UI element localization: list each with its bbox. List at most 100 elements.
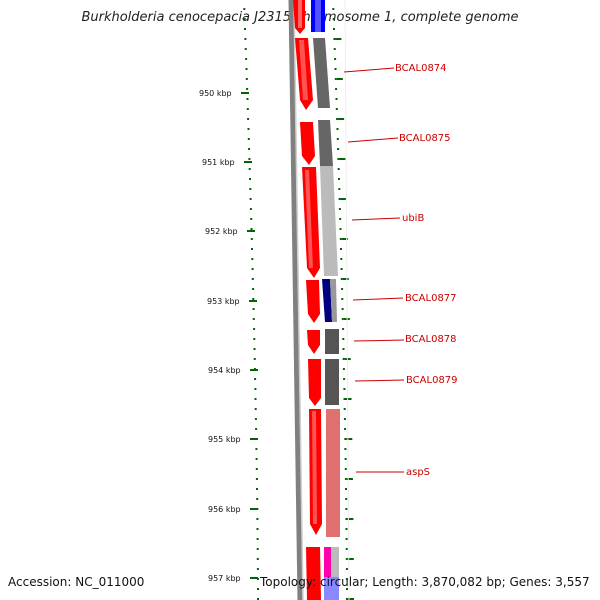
track-dot: [340, 258, 343, 260]
track-dot: [248, 148, 251, 150]
genome-backbone-highlight: [293, 0, 304, 600]
track-dot: [344, 458, 347, 460]
track-dot: [336, 138, 339, 140]
track-dot: [253, 358, 256, 360]
track-dot: [251, 248, 253, 250]
track-dot: [343, 398, 346, 400]
kbp-ticks: [241, 92, 258, 579]
category-box: [313, 38, 330, 108]
track-dot: [341, 318, 344, 320]
kbp-scale: 950 kbp 951 kbp 952 kbp 953 kbp 954 kbp …: [199, 89, 241, 583]
cds-arrow: [306, 547, 321, 600]
gene-label: ubiB: [402, 213, 424, 224]
track-dot: [256, 548, 259, 550]
leader-line: [354, 379, 405, 382]
category-box: [320, 166, 338, 276]
track-dot: [335, 98, 338, 100]
track-dot: [346, 478, 353, 480]
track-dot: [338, 198, 341, 200]
cds-track: [293, 0, 322, 600]
track-dot: [339, 228, 342, 230]
kbp-label: 956 kbp: [208, 505, 241, 514]
track-dot: [335, 38, 342, 40]
track-dot: [345, 528, 348, 530]
category-track: [311, 0, 340, 600]
track-dot: [245, 68, 248, 70]
gene-label: BCAL0879: [406, 375, 458, 386]
track-dot: [345, 548, 348, 550]
track-dot: [340, 278, 343, 280]
track-dot: [337, 158, 340, 160]
track-dot: [249, 178, 251, 180]
cds-highlight: [312, 411, 317, 524]
cds-arrow: [307, 330, 320, 354]
track-dot: [346, 438, 353, 440]
track-dot: [342, 338, 345, 340]
leader-line: [343, 67, 395, 73]
track-dot: [345, 488, 347, 490]
track-dot: [251, 278, 254, 280]
track-dot: [344, 438, 347, 440]
label-leaders: [343, 67, 405, 473]
accession-text: Accession: NC_011000: [8, 575, 145, 589]
track-dot: [342, 278, 349, 280]
track-dot: [244, 28, 246, 30]
track-dot: [348, 598, 354, 600]
track-dot: [252, 298, 255, 300]
track-dot: [332, 18, 335, 20]
track-dot: [336, 128, 339, 130]
track-dot: [341, 298, 344, 300]
track-dot: [257, 588, 259, 590]
cds-arrow: [300, 122, 315, 165]
leader-line: [352, 297, 404, 301]
gene-labels: BCAL0874 BCAL0875 ubiB BCAL0877 BCAL0878…: [395, 63, 458, 478]
track-dot: [344, 428, 347, 430]
track-dot: [249, 208, 252, 210]
gene-label: aspS: [406, 467, 430, 478]
track-dot: [257, 598, 259, 600]
track-dot: [334, 68, 337, 70]
track-dot: [250, 228, 253, 230]
leader-line: [353, 339, 405, 342]
track-dot: [256, 538, 259, 540]
track-dot: [332, 8, 335, 10]
track-dot: [341, 238, 348, 240]
track-dot: [247, 118, 250, 120]
track-dot: [340, 198, 347, 200]
track-dot: [250, 238, 253, 240]
track-dot: [256, 558, 259, 560]
track-dot: [256, 498, 259, 500]
track-dot: [248, 158, 251, 160]
track-dot: [249, 198, 252, 200]
track-dot: [255, 478, 258, 480]
kbp-label: 955 kbp: [208, 435, 241, 444]
gene-label: BCAL0877: [405, 293, 457, 304]
track-dot: [337, 148, 340, 150]
track-dot: [339, 238, 342, 240]
kbp-label: 954 kbp: [208, 366, 241, 375]
track-dot: [345, 568, 348, 570]
track-dot: [347, 558, 354, 560]
track-dot: [251, 268, 254, 270]
gene-label: BCAL0874: [395, 63, 447, 74]
track-dot: [243, 18, 246, 20]
track-dot: [342, 368, 345, 370]
track-dot: [244, 38, 247, 40]
gene-label: BCAL0875: [399, 133, 451, 144]
track-dot: [345, 508, 348, 510]
kbp-label: 953 kbp: [207, 297, 240, 306]
track-dot: [253, 338, 256, 340]
track-dot: [341, 288, 344, 290]
track-dot: [333, 38, 336, 40]
track-dot: [254, 378, 257, 380]
track-dot: [340, 268, 343, 270]
track-dot: [346, 588, 348, 590]
track-dot: [343, 388, 346, 390]
track-dot: [246, 108, 249, 110]
track-dot: [345, 398, 352, 400]
category-box: [325, 359, 339, 405]
track-dot: [255, 448, 258, 450]
category-box: [325, 329, 339, 354]
category-box: [331, 547, 339, 577]
track-dot: [343, 418, 346, 420]
